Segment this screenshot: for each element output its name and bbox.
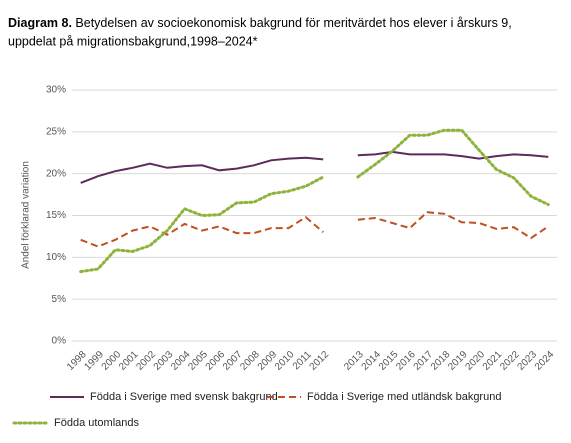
series-line (80, 211, 549, 248)
y-tick-label: 30% (46, 85, 66, 96)
x-tick-label: 2024 (533, 349, 557, 373)
y-axis-label: Andel förklarad variation (21, 161, 32, 269)
title-line: Betydelsen av socioekonomisk bakgrund fö… (75, 16, 511, 30)
title-line: uppdelat på migrationsbakgrund,1998–2024… (8, 34, 258, 48)
legend-label: Födda i Sverige med svensk bakgrund (90, 391, 278, 403)
legend-label: Födda utomlands (54, 417, 139, 429)
title-prefix: Diagram 8. (8, 16, 72, 30)
legend-label: Födda i Sverige med utländsk bakgrund (307, 391, 501, 403)
x-tick-label: 2012 (308, 349, 332, 373)
chart-title: Diagram 8. Betydelsen av socioekonomisk … (8, 16, 512, 30)
y-tick-label: 5% (52, 294, 67, 305)
y-tick-label: 0% (52, 336, 67, 347)
series-line (80, 150, 549, 184)
y-tick-label: 10% (46, 252, 66, 263)
y-tick-label: 20% (46, 168, 66, 179)
y-tick-label: 25% (46, 126, 66, 137)
series-line (79, 128, 550, 274)
y-tick-label: 15% (46, 210, 66, 221)
